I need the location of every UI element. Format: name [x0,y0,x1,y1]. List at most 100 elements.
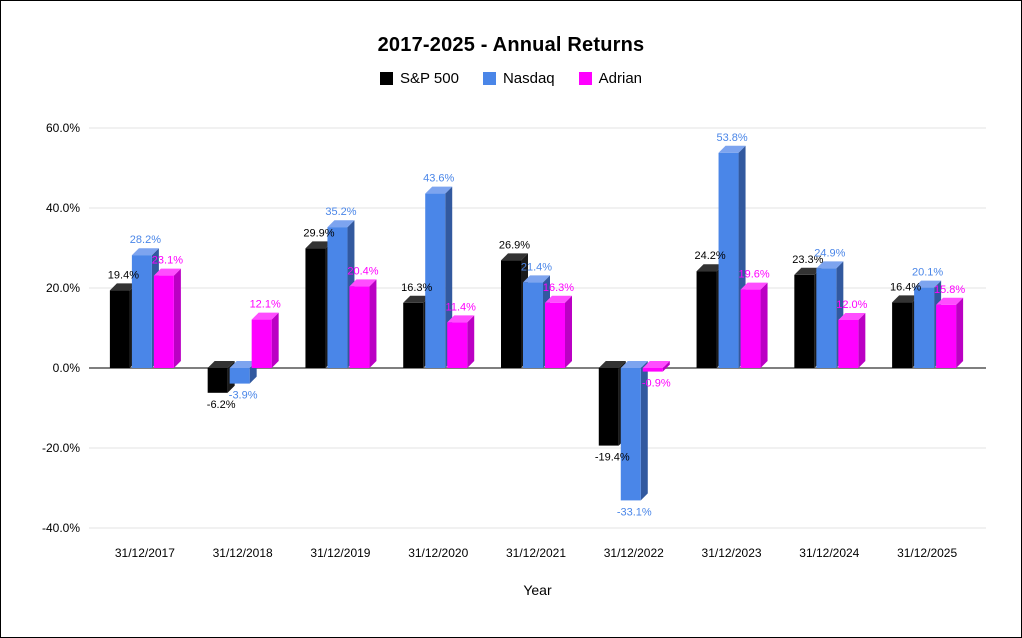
x-axis-label: 31/12/2025 [897,546,957,560]
value-label-s-p-500-2019: 29.9% [303,227,334,239]
value-label-nasdaq-2023: 53.8% [716,132,747,144]
bar-top-face [229,361,257,368]
value-label-nasdaq-2022: -33.1% [617,506,652,518]
bar-top-face [447,315,475,323]
bar-top-face [838,313,866,320]
bar-top-face [131,248,159,256]
bar-top-face [696,264,724,272]
bar-side-face [565,295,572,368]
bar-top-face [816,261,844,269]
chart-legend: S&P 500 Nasdaq Adrian [1,70,1021,87]
bar-top-face [936,297,964,305]
bar-adrian-2023 [740,282,768,368]
bar-top-face [327,220,355,228]
bar-front-face [425,193,446,368]
value-label-adrian-2023: 19.6% [738,269,769,281]
bar-top-face [794,267,822,275]
legend-swatch-s-p-500 [379,72,393,85]
bar-front-face [251,319,272,368]
bar-adrian-2025 [936,297,964,368]
x-axis-label: 31/12/2024 [799,546,859,560]
bar-front-face [349,286,370,368]
value-label-s-p-500-2024: 23.3% [792,254,823,266]
legend-label-adrian: Adrian [598,70,642,87]
bar-front-face [838,320,859,368]
bar-front-face [620,368,641,501]
legend-label-nasdaq: Nasdaq [502,70,555,87]
bar-front-face [501,260,521,368]
bar-top-face [914,280,942,288]
legend-item-adrian: Adrian [578,70,642,87]
bar-top-face [523,275,550,283]
bar-top-face [403,295,431,303]
bar-top-face [207,361,235,368]
x-axis-label: 31/12/2017 [115,546,175,560]
bar-top-face [109,283,137,291]
value-label-nasdaq-2017: 28.2% [130,234,161,246]
y-axis-tick-label: -40.0% [42,521,80,535]
bar-front-face [740,289,761,368]
bar-nasdaq-2018 [229,361,257,384]
bar-top-face [642,361,670,368]
bar-side-face [760,282,768,368]
bar-front-face [403,302,424,368]
bar-top-face [501,253,528,261]
bar-adrian-2020 [447,315,475,368]
bar-front-face [914,287,935,368]
bar-side-face [640,361,648,501]
value-label-s-p-500-2025: 16.4% [890,281,921,293]
bar-front-face [153,275,174,368]
bar-top-face [305,241,333,249]
value-label-nasdaq-2021: 21.4% [521,261,552,273]
bar-adrian-2022 [642,361,670,372]
bar-side-face [173,268,181,368]
bar-adrian-2019 [349,279,377,368]
chart-title: 2017-2025 - Annual Returns [377,34,645,56]
legend-item-nasdaq: Nasdaq [482,70,555,87]
bar-adrian-2017 [153,268,181,368]
bar-front-face [229,368,250,384]
bar-top-face [740,282,768,290]
x-axis-title: Year [523,582,552,598]
value-label-adrian-2017: 23.1% [152,255,183,267]
x-axis-label: 31/12/2022 [604,546,664,560]
value-label-nasdaq-2025: 20.1% [912,267,943,279]
bar-front-face [936,304,957,368]
y-axis-tick-label: 60.0% [46,121,80,135]
value-label-nasdaq-2019: 35.2% [325,206,356,218]
value-label-adrian-2020: 11.4% [446,301,477,313]
value-label-nasdaq-2020: 43.6% [423,173,454,185]
value-label-s-p-500-2018: -6.2% [207,399,236,411]
value-label-adrian-2018: 12.1% [250,299,281,311]
bar-adrian-2018 [251,312,279,368]
value-label-adrian-2025: 15.8% [934,284,965,296]
x-axis-label: 31/12/2023 [702,546,762,560]
value-label-s-p-500-2020: 16.3% [401,282,432,294]
bar-side-face [858,313,866,368]
bar-front-face [718,152,739,368]
legend-swatch-nasdaq [482,72,496,85]
value-label-adrian-2024: 12.0% [836,299,867,311]
bar-adrian-2021 [545,295,572,368]
bar-side-face [369,279,377,368]
bar-top-face [718,145,746,153]
bar-front-face [696,271,717,368]
x-axis-label: 31/12/2019 [310,546,370,560]
bar-top-face [425,186,453,194]
bar-front-face [892,302,913,368]
y-axis-tick-label: 20.0% [46,281,80,295]
bar-front-face [109,290,130,368]
bar-adrian-2024 [838,313,866,368]
y-axis-tick-label: 40.0% [46,201,80,215]
bar-front-face [545,302,565,368]
bar-top-face [892,295,920,303]
bar-side-face [467,315,475,368]
bar-front-face [447,322,468,368]
value-label-adrian-2019: 20.4% [347,265,378,277]
x-axis-label: 31/12/2020 [408,546,468,560]
value-label-nasdaq-2018: -3.9% [229,390,258,402]
bar-front-face [327,227,348,368]
bar-side-face [271,312,279,368]
bar-front-face [207,368,228,393]
bar-top-face [251,312,279,320]
